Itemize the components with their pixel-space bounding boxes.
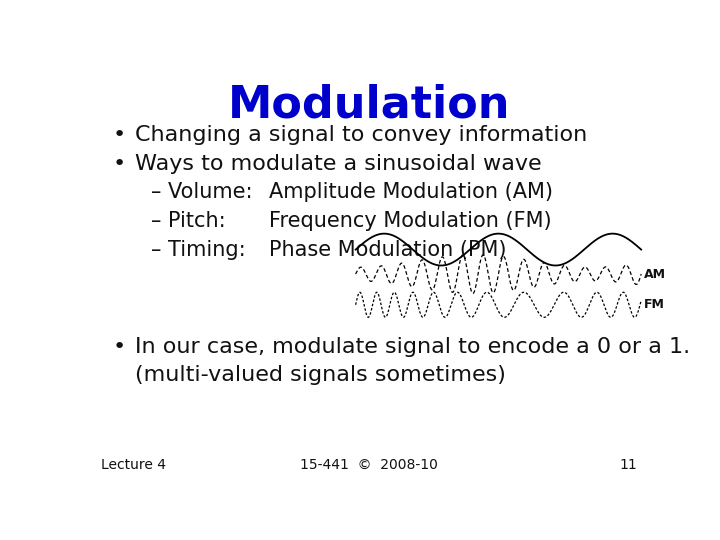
Text: Ways to modulate a sinusoidal wave: Ways to modulate a sinusoidal wave: [135, 154, 541, 174]
Text: Modulation: Modulation: [228, 84, 510, 126]
Text: – Pitch:: – Pitch:: [151, 211, 226, 231]
Text: 15-441  ©  2008-10: 15-441 © 2008-10: [300, 458, 438, 472]
Text: Frequency Modulation (FM): Frequency Modulation (FM): [269, 211, 552, 231]
Text: •: •: [112, 337, 125, 357]
Text: In our case, modulate signal to encode a 0 or a 1.: In our case, modulate signal to encode a…: [135, 337, 690, 357]
Text: 11: 11: [619, 458, 637, 472]
Text: FM: FM: [644, 298, 665, 311]
Text: (multi-valued signals sometimes): (multi-valued signals sometimes): [135, 366, 505, 386]
Text: Lecture 4: Lecture 4: [101, 458, 166, 472]
Text: Amplitude Modulation (AM): Amplitude Modulation (AM): [269, 182, 552, 202]
Text: – Volume:: – Volume:: [151, 182, 253, 202]
Text: •: •: [112, 125, 125, 145]
Text: Phase Modulation (PM): Phase Modulation (PM): [269, 240, 506, 260]
Text: – Timing:: – Timing:: [151, 240, 246, 260]
Text: AM: AM: [644, 267, 666, 281]
Text: •: •: [112, 154, 125, 174]
Text: Changing a signal to convey information: Changing a signal to convey information: [135, 125, 587, 145]
